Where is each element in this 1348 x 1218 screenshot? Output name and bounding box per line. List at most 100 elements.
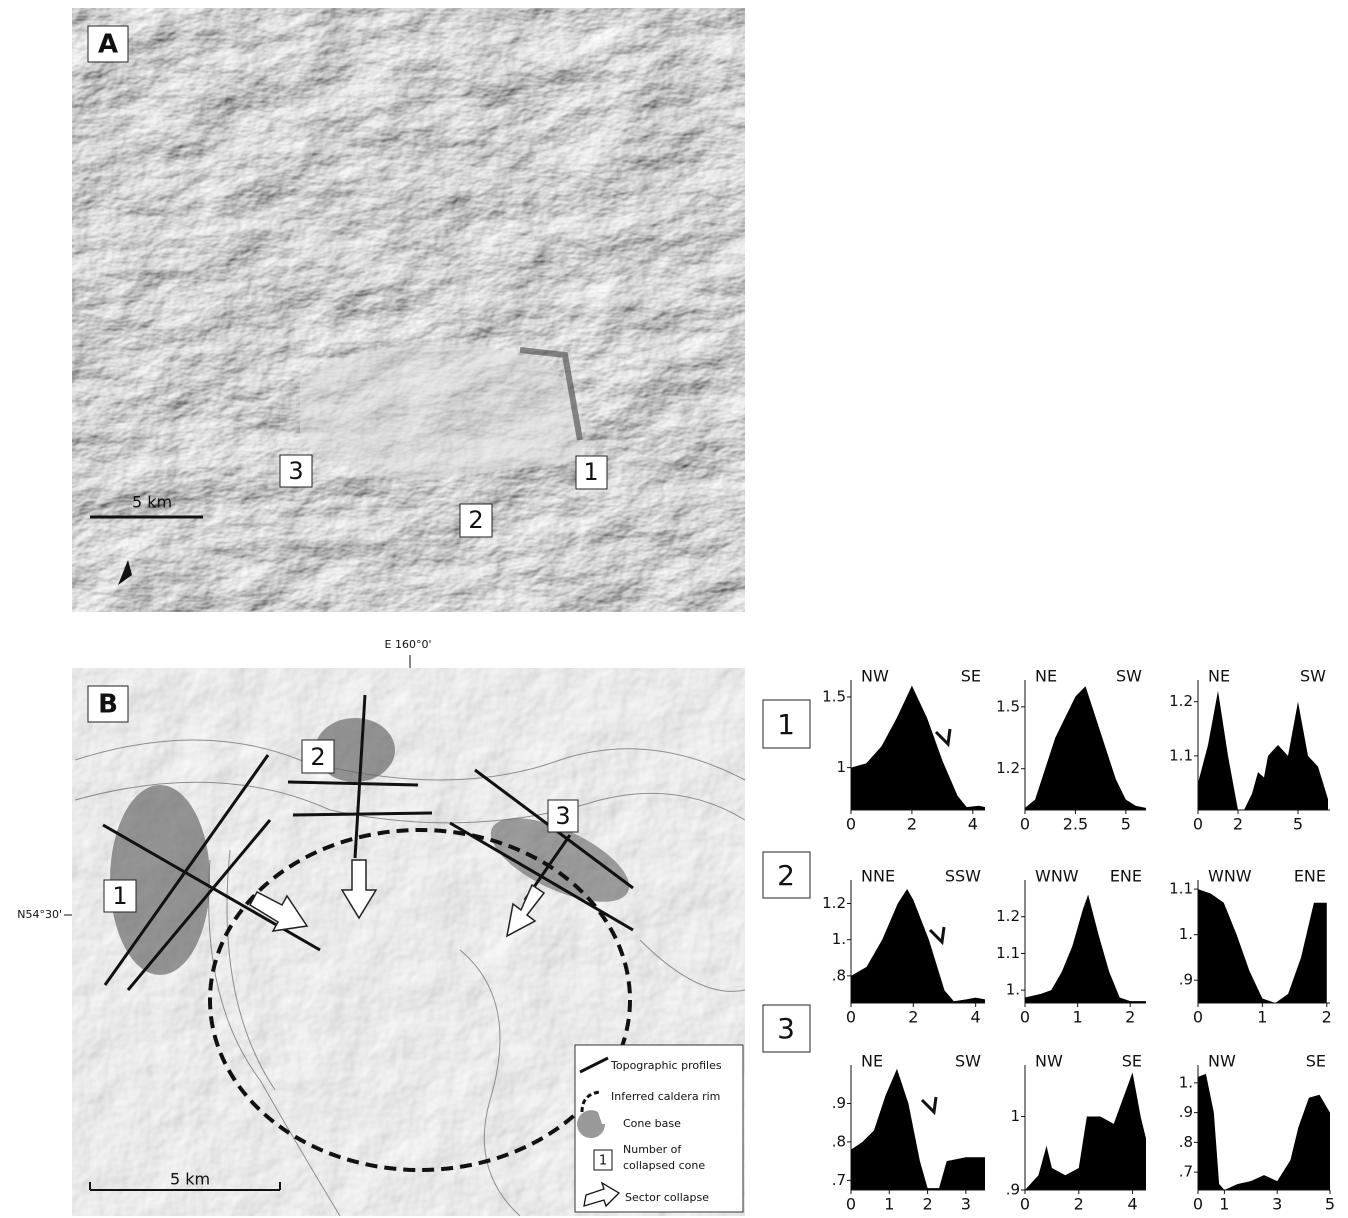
caldera	[300, 344, 583, 480]
y-tick-label: 1.2	[996, 907, 1020, 925]
cone-number: 1	[112, 882, 127, 910]
relief-map	[72, 8, 745, 612]
y-tick-label: 1.	[1179, 925, 1193, 943]
y-tick-label: 1	[1010, 1107, 1020, 1125]
y-tick-label: 1.	[1006, 981, 1020, 999]
x-tick-label: 2	[1125, 1008, 1135, 1027]
legend-label: Number of	[623, 1143, 682, 1156]
x-tick-label: 4	[968, 815, 978, 834]
direction-label: NE	[1035, 667, 1057, 686]
scale-label: 5 km	[132, 493, 172, 512]
x-tick-label: 2	[922, 1195, 932, 1214]
x-tick-label: 2	[907, 815, 917, 834]
direction-label: SE	[1306, 1052, 1326, 1071]
direction-label: SSW	[945, 867, 981, 886]
x-tick-label: 5	[1293, 815, 1303, 834]
y-tick-label: 1.1	[1169, 880, 1193, 898]
y-tick-label: .9	[1179, 971, 1193, 989]
legend-label: Sector collapse	[625, 1191, 709, 1204]
panel-label: B	[98, 690, 118, 720]
scale-label: 5 km	[170, 1170, 210, 1189]
panel-b: B 2 3 1 5 km E 160°0' N54°30' Topographi…	[17, 638, 745, 1216]
x-tick-label: 1	[884, 1195, 894, 1214]
legend-label: Cone base	[623, 1117, 681, 1130]
slope-marker	[922, 1097, 936, 1112]
y-tick-label: 1.	[1179, 1073, 1193, 1091]
x-tick-label: 3	[961, 1195, 971, 1214]
direction-label: SW	[1300, 667, 1326, 686]
x-tick-label: 4	[971, 1008, 981, 1027]
direction-label: WNW	[1035, 867, 1079, 886]
row-label: 3	[777, 1012, 795, 1045]
y-tick-label: 1.	[832, 930, 846, 948]
x-tick-label: 0	[1193, 1008, 1203, 1027]
direction-label: NW	[861, 667, 889, 686]
x-tick-label: 0	[1020, 815, 1030, 834]
x-tick-label: 5	[1121, 815, 1131, 834]
y-tick-label: 1.5	[822, 687, 846, 705]
direction-label: NW	[1208, 1052, 1236, 1071]
direction-label: SE	[1122, 1052, 1142, 1071]
y-tick-label: .9	[1179, 1103, 1193, 1121]
cone-number: 3	[288, 457, 303, 485]
direction-label: SW	[955, 1052, 981, 1071]
x-tick-label: 0	[846, 815, 856, 834]
cone-number: 2	[310, 743, 325, 771]
x-tick-label: 2	[908, 1008, 918, 1027]
cone-number: 3	[555, 802, 570, 830]
x-tick-label: 1	[1219, 1195, 1229, 1214]
y-tick-label: 1.1	[1169, 746, 1193, 764]
profile-area	[1198, 889, 1327, 1003]
y-tick-label: .8	[832, 966, 846, 984]
y-tick-label: .9	[1006, 1181, 1020, 1199]
x-tick-label: 2	[1233, 815, 1243, 834]
y-tick-label: 1.2	[996, 759, 1020, 777]
slope-marker	[936, 729, 950, 744]
y-tick-label: 1.2	[1169, 692, 1193, 710]
profile-area	[851, 686, 985, 810]
x-tick-label: 0	[846, 1008, 856, 1027]
x-tick-label: 0	[846, 1195, 856, 1214]
legend-symbol-label: 1	[599, 1154, 607, 1169]
legend-label: Inferred caldera rim	[611, 1090, 720, 1103]
direction-label: WNW	[1208, 867, 1252, 886]
direction-label: SW	[1116, 667, 1142, 686]
direction-label: NE	[1208, 667, 1230, 686]
x-tick-label: 2	[1322, 1008, 1332, 1027]
x-tick-label: 1	[1257, 1008, 1267, 1027]
direction-label: ENE	[1110, 867, 1142, 886]
profile-area	[851, 889, 985, 1003]
profiles: 1.51024NWSE1.51.202.55NESW1.21.1025NESW1…	[822, 667, 1335, 1214]
x-tick-label: 3	[1272, 1195, 1282, 1214]
x-tick-label: 0	[1193, 1195, 1203, 1214]
latitude-label: N54°30'	[17, 908, 62, 921]
legend-label: Topographic profiles	[610, 1059, 722, 1072]
y-tick-label: .9	[832, 1094, 846, 1112]
x-tick-label: 0	[1020, 1008, 1030, 1027]
row-label: 2	[777, 859, 795, 892]
y-tick-label: .7	[832, 1171, 846, 1189]
y-tick-label: 1	[836, 758, 846, 776]
profile-area	[1025, 686, 1146, 810]
panel-label: A	[98, 30, 118, 60]
direction-label: NW	[1035, 1052, 1063, 1071]
x-tick-label: 2.5	[1063, 815, 1088, 834]
direction-label: ENE	[1294, 867, 1326, 886]
x-tick-label: 0	[1020, 1195, 1030, 1214]
x-tick-label: 1	[1073, 1008, 1083, 1027]
profile-area	[1198, 1074, 1330, 1190]
x-tick-label: 0	[1193, 815, 1203, 834]
x-tick-label: 4	[1127, 1195, 1137, 1214]
legend: Topographic profiles Inferred caldera ri…	[575, 1045, 743, 1212]
row-label: 1	[777, 708, 795, 741]
slope-marker	[930, 927, 944, 942]
profile-area	[1025, 1072, 1146, 1190]
figure: A 3 1 2 5 km	[0, 0, 1348, 1218]
y-tick-label: 1.1	[996, 944, 1020, 962]
cone-number: 1	[583, 458, 598, 486]
y-tick-label: 1.2	[822, 894, 846, 912]
direction-label: SE	[961, 667, 981, 686]
x-tick-label: 5	[1325, 1195, 1335, 1214]
y-tick-label: 1.5	[996, 697, 1020, 715]
direction-label: NE	[861, 1052, 883, 1071]
